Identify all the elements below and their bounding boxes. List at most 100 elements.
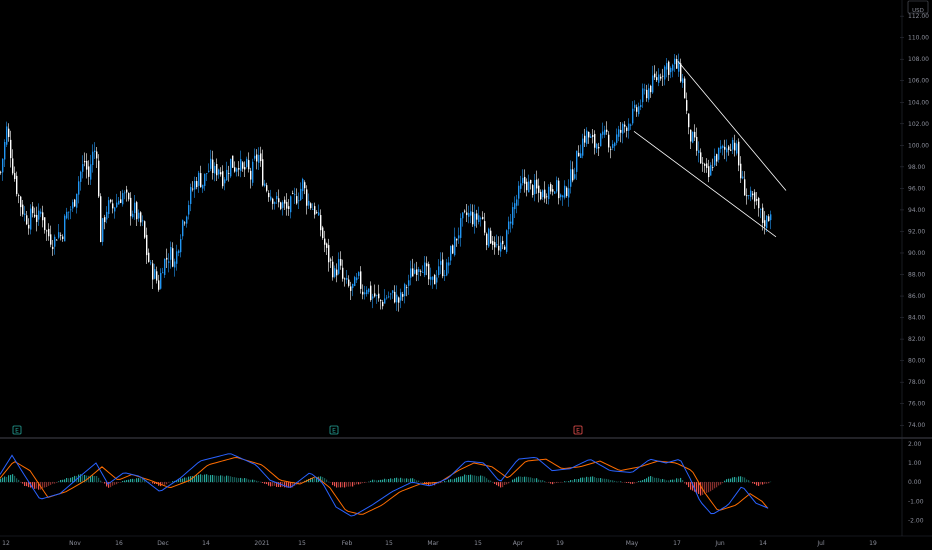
candle-body	[284, 199, 286, 204]
candle-body	[544, 189, 546, 199]
candle-body	[362, 291, 364, 295]
macd-histogram-bar	[498, 482, 500, 487]
macd-histogram-bar	[604, 478, 606, 483]
macd-histogram-bar	[568, 481, 570, 483]
candle-body	[738, 141, 740, 166]
candle-body	[16, 175, 18, 195]
candle-body	[330, 259, 332, 261]
candle-body	[724, 146, 726, 150]
candle-body	[314, 206, 316, 215]
macd-histogram-bar	[336, 482, 338, 488]
macd-histogram-bar	[14, 475, 16, 483]
macd-histogram-bar	[276, 482, 278, 487]
currency-badge[interactable]: USD	[907, 0, 929, 14]
candle-body	[52, 246, 54, 250]
macd-histogram-bar	[354, 482, 356, 486]
time-axis[interactable]: 12 Nov 16 Dec 14 2021 15 Feb 15 Mar 15 Apr 19 May 17 Ju…	[0, 535, 932, 547]
macd-histogram-bar	[686, 482, 688, 485]
candle-body	[564, 185, 566, 198]
macd-histogram-bar	[188, 476, 190, 483]
macd-histogram-bar	[450, 479, 452, 483]
macd-histogram-bar	[444, 480, 446, 483]
candle-body	[102, 218, 104, 242]
macd-histogram-bar	[672, 479, 674, 483]
earnings-marker[interactable]: E	[329, 425, 339, 435]
price-tick-label: 108.00	[908, 56, 929, 63]
macd-histogram-bar	[196, 475, 198, 483]
candle-body	[522, 177, 524, 184]
macd-histogram-bar	[86, 475, 88, 483]
candle-body	[352, 283, 354, 289]
macd-histogram-bar	[628, 482, 630, 484]
macd-histogram-bar	[736, 477, 738, 483]
candle-body	[310, 203, 312, 209]
date-label: May	[626, 540, 639, 547]
macd-histogram-bar	[314, 477, 316, 483]
macd-histogram-bar	[18, 479, 20, 483]
candle-body	[298, 200, 300, 202]
macd-histogram-bar	[48, 482, 50, 486]
trendline-layer[interactable]	[633, 61, 787, 238]
macd-pane[interactable]	[0, 453, 772, 517]
candle-body	[698, 150, 700, 153]
candle-body	[28, 224, 30, 229]
macd-axis[interactable]: 2.00 1.00 0.00 -1.00 -2.00	[908, 441, 924, 525]
candle-body	[296, 196, 298, 204]
macd-tick-label: -1.00	[908, 498, 924, 505]
price-tick-label: 92.00	[908, 228, 925, 235]
earnings-marker[interactable]: E	[573, 425, 583, 435]
macd-histogram-bar	[218, 475, 220, 483]
candle-body	[588, 131, 590, 138]
macd-histogram-bar	[116, 482, 118, 485]
candle-body	[448, 262, 450, 266]
candle-body	[728, 146, 730, 150]
price-tick-label: 112.00	[908, 13, 929, 20]
candle-body	[548, 186, 550, 199]
macd-histogram-bar	[682, 480, 684, 483]
macd-histogram-bar	[316, 477, 318, 483]
candle-body	[622, 123, 624, 134]
macd-histogram-bar	[700, 482, 702, 496]
macd-tick-label: 2.00	[908, 441, 922, 448]
price-axis[interactable]: 112.00 110.00 108.00 106.00 104.00 102.00 100.…	[900, 0, 929, 536]
candle-body	[428, 264, 430, 280]
macd-histogram-bar	[200, 474, 202, 483]
macd-histogram-bar	[680, 477, 682, 483]
macd-histogram-bar	[534, 478, 536, 483]
price-tick-label: 106.00	[908, 78, 929, 85]
macd-histogram-bar	[390, 478, 392, 483]
price-pane[interactable]	[0, 53, 772, 312]
candle-body	[424, 262, 426, 276]
macd-histogram-bar	[476, 475, 478, 483]
macd-histogram-bar	[746, 479, 748, 483]
candle-body	[338, 259, 340, 274]
macd-tick-label: 0.00	[908, 479, 922, 486]
macd-histogram-bar	[238, 478, 240, 483]
earnings-marker[interactable]: E	[12, 425, 22, 435]
candle-body	[478, 215, 480, 223]
candle-body	[50, 234, 52, 245]
candle-body	[316, 212, 318, 214]
candle-body	[632, 108, 634, 124]
macd-histogram-bar	[722, 482, 724, 484]
macd-histogram-bar	[500, 482, 502, 488]
candle-body	[504, 246, 506, 250]
candle-body	[708, 166, 710, 178]
candle-body	[160, 273, 162, 289]
candle-body	[346, 277, 348, 280]
candle-body	[468, 213, 470, 217]
candle-body	[234, 167, 236, 172]
candle-body	[420, 270, 422, 272]
macd-histogram-bar	[78, 474, 80, 483]
candle-body	[616, 134, 618, 143]
macd-histogram-bar	[608, 479, 610, 483]
candle-body	[344, 278, 346, 280]
candle-body	[534, 180, 536, 195]
price-tick-label: 110.00	[908, 35, 929, 42]
macd-histogram-bar	[600, 478, 602, 483]
macd-histogram-bar	[214, 475, 216, 483]
macd-histogram-bar	[104, 482, 106, 484]
price-tick-label: 86.00	[908, 293, 925, 300]
